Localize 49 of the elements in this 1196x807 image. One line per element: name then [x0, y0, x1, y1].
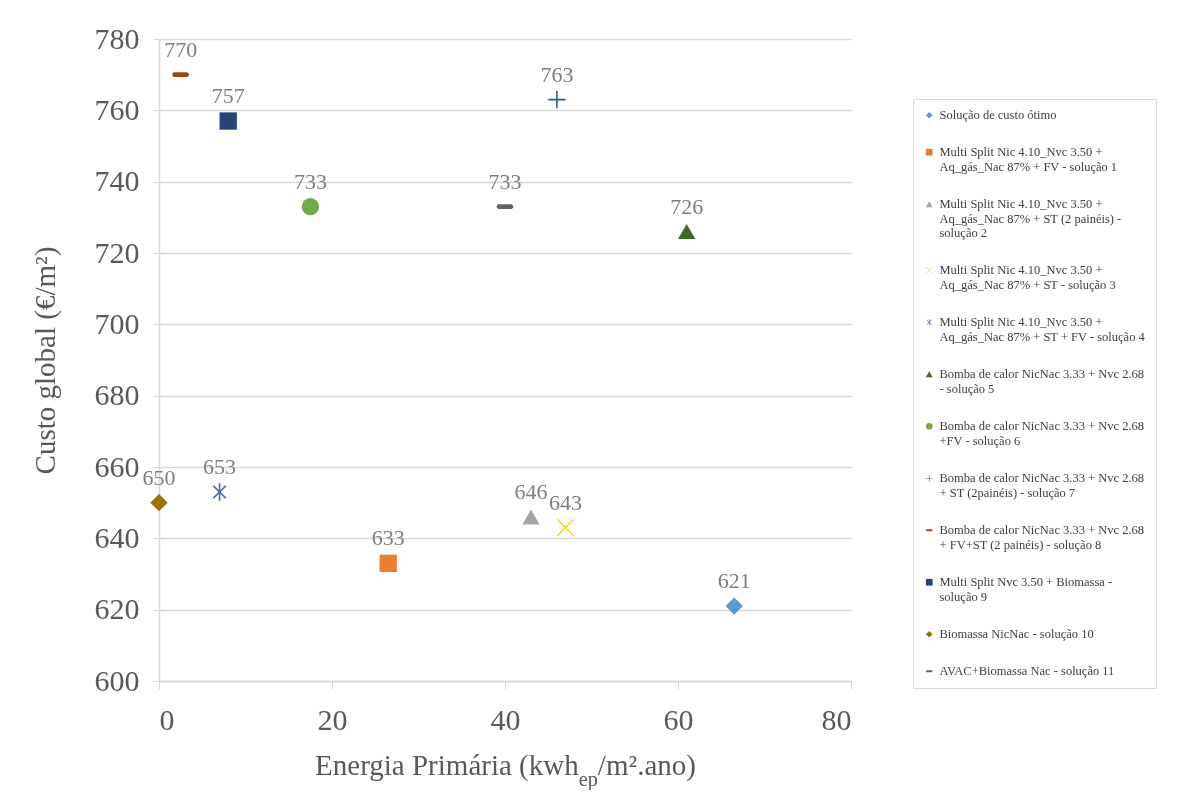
x-tick-label: 60 [663, 702, 694, 736]
y-tick-label: 620 [94, 592, 140, 626]
legend-label: Multi Split Nvc 3.50 + Biomassa - solução 9 [939, 575, 1113, 604]
data-label: 650 [142, 464, 176, 490]
legend-label: Multi Split Nic 4.10_Nvc 3.50 + Aq_gás_Nac 87% + ST - solução 3 [939, 263, 1116, 292]
point [219, 112, 237, 130]
data-label: 770 [164, 36, 198, 62]
legend-label: Multi Split Nic 4.10_Nvc 3.50 + Aq_gás_Nac 87% + FV - solução 1 [939, 145, 1118, 174]
x-tick-label: 0 [159, 702, 175, 736]
y-tick-label: 640 [94, 520, 140, 554]
legend-label: Bomba de calor NicNac 3.33 + Nvc 2.68 +FV - solução 6 [939, 419, 1145, 448]
point [379, 554, 397, 572]
data-label: 643 [549, 489, 583, 515]
x-axis-title: Energia Primária (kwh$_{ep}$/m².ano) [315, 748, 696, 791]
x-tick-label: 80 [821, 702, 852, 736]
x-tick-label: 20 [317, 702, 348, 736]
data-label: 621 [717, 568, 751, 594]
y-tick-label: 780 [94, 21, 140, 55]
y-tick-label: 720 [94, 235, 140, 269]
data-label: 763 [540, 61, 574, 87]
data-label: 757 [211, 83, 245, 109]
legend-label: Bomba de calor NicNac 3.33 + Nvc 2.68 + ST (2painéis) - solução 7 [939, 471, 1145, 500]
point [522, 509, 540, 525]
point [725, 597, 743, 615]
data-label: 646 [514, 478, 548, 504]
legend-label: Bomba de calor NicNac 3.33 + Nvc 2.68 + FV+ST (2 painéis) - solução 8 [939, 523, 1145, 552]
data-label: 633 [371, 525, 405, 551]
legend-label: Solução de custo ótimo [939, 108, 1057, 123]
legend-label: Multi Split Nic 4.10_Nvc 3.50 + Aq_gás_Nac 87% + ST (2 painéis) - solução 2 [939, 197, 1122, 241]
data-label: 653 [203, 453, 237, 479]
legend-label: Bomba de calor NicNac 3.33 + Nvc 2.68 - solução 5 [939, 367, 1145, 396]
y-tick-label: 760 [94, 92, 140, 126]
point [548, 90, 566, 109]
point [677, 224, 696, 240]
y-tick-label: 660 [94, 449, 140, 483]
data-label: 726 [670, 193, 704, 219]
x-tick-label: 40 [490, 702, 521, 736]
y-tick-label: 680 [94, 378, 140, 412]
point [301, 197, 320, 216]
point [150, 494, 168, 512]
legend-label: Biomassa NicNac - solução 10 [939, 627, 1094, 642]
y-tick-label: 740 [94, 164, 140, 198]
y-tick-label: 700 [94, 306, 140, 340]
legend-label: Multi Split Nic 4.10_Nvc 3.50 + Aq_gás_Nac 87% + ST + FV - solução 4 [939, 315, 1146, 344]
data-label: 733 [488, 168, 522, 194]
y-axis-title: Custo global (€/m²) [28, 246, 62, 475]
data-label: 733 [293, 168, 327, 194]
legend-label: AVAC+Biomassa Nac - solução 11 [939, 664, 1115, 679]
y-tick-label: 600 [94, 663, 140, 697]
